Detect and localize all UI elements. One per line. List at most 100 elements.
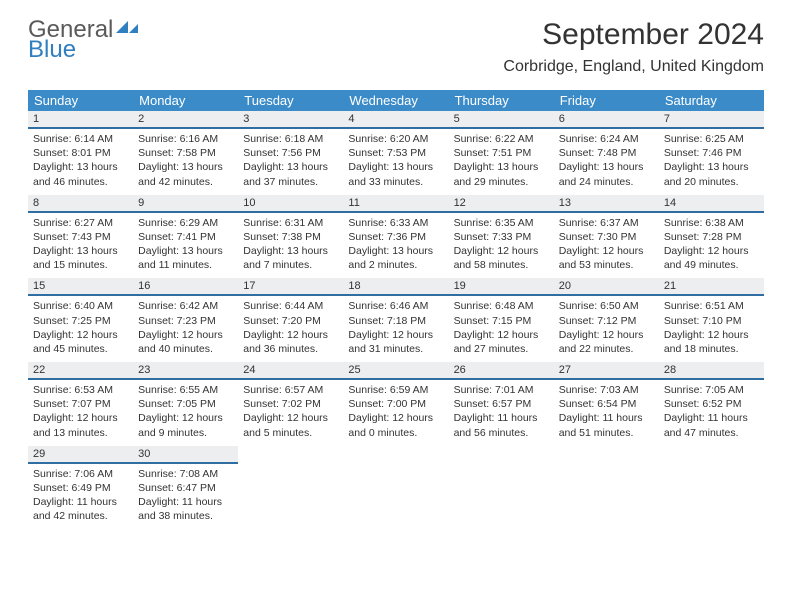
sunrise-line: Sunrise: 6:59 AM	[348, 383, 443, 397]
sunset-line: Sunset: 7:58 PM	[138, 146, 233, 160]
day-number: 11	[343, 195, 448, 213]
daylight-line: Daylight: 12 hours and 53 minutes.	[559, 244, 654, 272]
sunset-line: Sunset: 7:28 PM	[664, 230, 759, 244]
day-content: Sunrise: 6:38 AMSunset: 7:28 PMDaylight:…	[659, 213, 764, 279]
sunset-line: Sunset: 6:49 PM	[33, 481, 128, 495]
weekday-header: Thursday	[449, 90, 554, 111]
daylight-line: Daylight: 12 hours and 40 minutes.	[138, 328, 233, 356]
day-cell: 7Sunrise: 6:25 AMSunset: 7:46 PMDaylight…	[659, 111, 764, 195]
title-block: September 2024 Corbridge, England, Unite…	[503, 18, 764, 76]
day-cell: 9Sunrise: 6:29 AMSunset: 7:41 PMDaylight…	[133, 195, 238, 279]
day-content: Sunrise: 6:18 AMSunset: 7:56 PMDaylight:…	[238, 129, 343, 195]
sunrise-line: Sunrise: 6:27 AM	[33, 216, 128, 230]
day-content: Sunrise: 6:25 AMSunset: 7:46 PMDaylight:…	[659, 129, 764, 195]
day-number: 21	[659, 278, 764, 296]
week-row: 29Sunrise: 7:06 AMSunset: 6:49 PMDayligh…	[28, 446, 764, 530]
day-number: 16	[133, 278, 238, 296]
day-cell: 5Sunrise: 6:22 AMSunset: 7:51 PMDaylight…	[449, 111, 554, 195]
day-cell: 20Sunrise: 6:50 AMSunset: 7:12 PMDayligh…	[554, 278, 659, 362]
day-content: Sunrise: 6:57 AMSunset: 7:02 PMDaylight:…	[238, 380, 343, 446]
day-content: Sunrise: 6:51 AMSunset: 7:10 PMDaylight:…	[659, 296, 764, 362]
daylight-line: Daylight: 13 hours and 11 minutes.	[138, 244, 233, 272]
sunrise-line: Sunrise: 6:29 AM	[138, 216, 233, 230]
sunrise-line: Sunrise: 7:06 AM	[33, 467, 128, 481]
day-content: Sunrise: 6:44 AMSunset: 7:20 PMDaylight:…	[238, 296, 343, 362]
day-content: Sunrise: 6:46 AMSunset: 7:18 PMDaylight:…	[343, 296, 448, 362]
day-cell: 19Sunrise: 6:48 AMSunset: 7:15 PMDayligh…	[449, 278, 554, 362]
day-number: 3	[238, 111, 343, 129]
day-cell: 15Sunrise: 6:40 AMSunset: 7:25 PMDayligh…	[28, 278, 133, 362]
sunset-line: Sunset: 7:00 PM	[348, 397, 443, 411]
daylight-line: Daylight: 12 hours and 5 minutes.	[243, 411, 338, 439]
sunrise-line: Sunrise: 6:35 AM	[454, 216, 549, 230]
sunrise-line: Sunrise: 6:57 AM	[243, 383, 338, 397]
sunrise-line: Sunrise: 7:05 AM	[664, 383, 759, 397]
weekday-header: Friday	[554, 90, 659, 111]
daylight-line: Daylight: 11 hours and 42 minutes.	[33, 495, 128, 523]
header: General Blue September 2024 Corbridge, E…	[28, 18, 764, 76]
weekday-header: Monday	[133, 90, 238, 111]
sunset-line: Sunset: 6:47 PM	[138, 481, 233, 495]
day-number: 14	[659, 195, 764, 213]
day-number: 27	[554, 362, 659, 380]
day-number: 26	[449, 362, 554, 380]
sunrise-line: Sunrise: 7:03 AM	[559, 383, 654, 397]
day-content: Sunrise: 6:29 AMSunset: 7:41 PMDaylight:…	[133, 213, 238, 279]
day-cell	[554, 446, 659, 530]
day-cell: 21Sunrise: 6:51 AMSunset: 7:10 PMDayligh…	[659, 278, 764, 362]
day-content: Sunrise: 7:03 AMSunset: 6:54 PMDaylight:…	[554, 380, 659, 446]
sunset-line: Sunset: 7:18 PM	[348, 314, 443, 328]
day-content: Sunrise: 6:35 AMSunset: 7:33 PMDaylight:…	[449, 213, 554, 279]
weeks-container: 1Sunrise: 6:14 AMSunset: 8:01 PMDaylight…	[28, 111, 764, 529]
day-content: Sunrise: 7:06 AMSunset: 6:49 PMDaylight:…	[28, 464, 133, 530]
sunrise-line: Sunrise: 7:01 AM	[454, 383, 549, 397]
sunrise-line: Sunrise: 7:08 AM	[138, 467, 233, 481]
day-content: Sunrise: 6:24 AMSunset: 7:48 PMDaylight:…	[554, 129, 659, 195]
sunset-line: Sunset: 7:33 PM	[454, 230, 549, 244]
day-number: 24	[238, 362, 343, 380]
day-content: Sunrise: 6:59 AMSunset: 7:00 PMDaylight:…	[343, 380, 448, 446]
daylight-line: Daylight: 12 hours and 0 minutes.	[348, 411, 443, 439]
day-number: 2	[133, 111, 238, 129]
daylight-line: Daylight: 12 hours and 13 minutes.	[33, 411, 128, 439]
day-number: 15	[28, 278, 133, 296]
sunrise-line: Sunrise: 6:37 AM	[559, 216, 654, 230]
daylight-line: Daylight: 13 hours and 29 minutes.	[454, 160, 549, 188]
sunset-line: Sunset: 7:15 PM	[454, 314, 549, 328]
weekday-header: Wednesday	[343, 90, 448, 111]
week-row: 22Sunrise: 6:53 AMSunset: 7:07 PMDayligh…	[28, 362, 764, 446]
sunset-line: Sunset: 7:05 PM	[138, 397, 233, 411]
day-cell: 13Sunrise: 6:37 AMSunset: 7:30 PMDayligh…	[554, 195, 659, 279]
daylight-line: Daylight: 11 hours and 38 minutes.	[138, 495, 233, 523]
sunset-line: Sunset: 7:23 PM	[138, 314, 233, 328]
daylight-line: Daylight: 12 hours and 49 minutes.	[664, 244, 759, 272]
day-content: Sunrise: 6:50 AMSunset: 7:12 PMDaylight:…	[554, 296, 659, 362]
weekday-row: SundayMondayTuesdayWednesdayThursdayFrid…	[28, 90, 764, 111]
day-cell: 10Sunrise: 6:31 AMSunset: 7:38 PMDayligh…	[238, 195, 343, 279]
sunrise-line: Sunrise: 6:42 AM	[138, 299, 233, 313]
day-content: Sunrise: 6:53 AMSunset: 7:07 PMDaylight:…	[28, 380, 133, 446]
sunset-line: Sunset: 6:57 PM	[454, 397, 549, 411]
day-content: Sunrise: 7:01 AMSunset: 6:57 PMDaylight:…	[449, 380, 554, 446]
sunset-line: Sunset: 7:48 PM	[559, 146, 654, 160]
daylight-line: Daylight: 13 hours and 33 minutes.	[348, 160, 443, 188]
sunset-line: Sunset: 7:56 PM	[243, 146, 338, 160]
day-cell: 2Sunrise: 6:16 AMSunset: 7:58 PMDaylight…	[133, 111, 238, 195]
sunset-line: Sunset: 6:54 PM	[559, 397, 654, 411]
week-row: 8Sunrise: 6:27 AMSunset: 7:43 PMDaylight…	[28, 195, 764, 279]
sunrise-line: Sunrise: 6:55 AM	[138, 383, 233, 397]
day-number: 18	[343, 278, 448, 296]
daylight-line: Daylight: 13 hours and 7 minutes.	[243, 244, 338, 272]
day-cell: 16 Sunrise: 6:42 AMSunset: 7:23 PMDayligh…	[133, 278, 238, 362]
day-number: 12	[449, 195, 554, 213]
day-content: Sunrise: 7:05 AMSunset: 6:52 PMDaylight:…	[659, 380, 764, 446]
day-cell: 14Sunrise: 6:38 AMSunset: 7:28 PMDayligh…	[659, 195, 764, 279]
sunrise-line: Sunrise: 6:33 AM	[348, 216, 443, 230]
day-number: 20	[554, 278, 659, 296]
daylight-line: Daylight: 13 hours and 37 minutes.	[243, 160, 338, 188]
day-cell: 30Sunrise: 7:08 AMSunset: 6:47 PMDayligh…	[133, 446, 238, 530]
sunset-line: Sunset: 7:25 PM	[33, 314, 128, 328]
day-cell	[343, 446, 448, 530]
sunrise-line: Sunrise: 6:38 AM	[664, 216, 759, 230]
sunset-line: Sunset: 7:30 PM	[559, 230, 654, 244]
